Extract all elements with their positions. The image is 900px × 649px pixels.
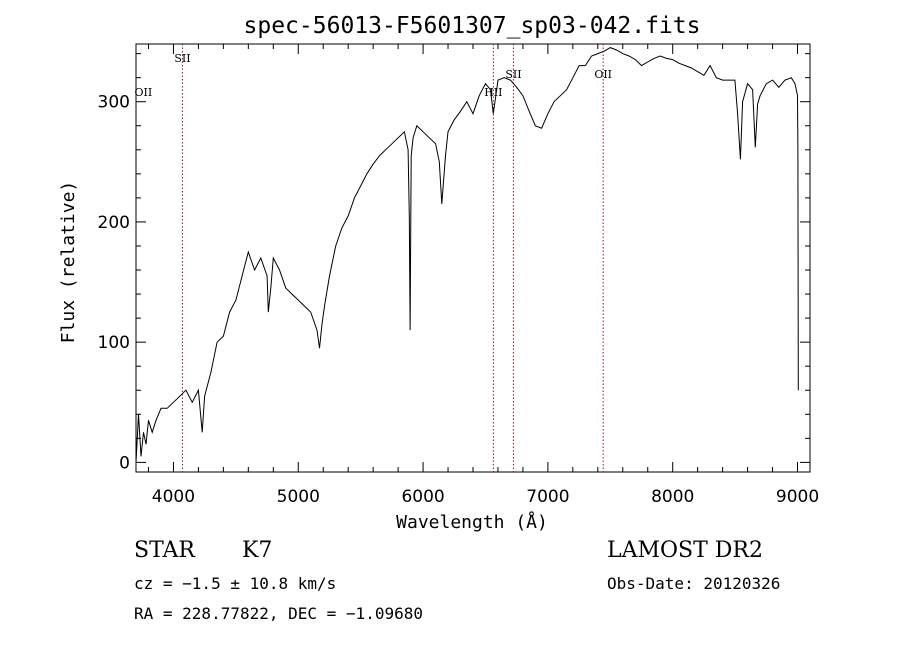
plot-frame <box>135 43 811 473</box>
emission-line-label: SII <box>505 68 521 81</box>
x-tick-label: 9000 <box>776 487 819 507</box>
emission-line-label: OII <box>594 68 612 81</box>
x-tick-label: 6000 <box>401 487 444 507</box>
y-axis-label: Flux (relative) <box>58 181 79 344</box>
x-tick-label: 7000 <box>526 487 569 507</box>
object-class: STAR <box>134 538 195 563</box>
x-tick-label: 5000 <box>277 487 320 507</box>
chart-title: spec-56013-F5601307_sp03-042.fits <box>244 13 701 39</box>
survey-name: LAMOST DR2 <box>607 538 763 563</box>
emission-line-label: OII <box>135 86 153 99</box>
obs-date: Obs-Date: 20120326 <box>607 574 781 593</box>
spectrum-line <box>135 47 799 463</box>
object-subclass: K7 <box>242 538 273 563</box>
ra-dec-coordinates: RA = 228.77822, DEC = −1.09680 <box>134 604 423 623</box>
y-tick-label: 100 <box>98 333 130 353</box>
emission-line-label: HII <box>484 86 502 99</box>
x-tick-label: 8000 <box>651 487 694 507</box>
y-tick-label: 300 <box>98 93 130 113</box>
emission-line-label: SII <box>174 52 190 65</box>
y-tick-label: 200 <box>98 213 130 233</box>
x-tick-label: 4000 <box>152 487 195 507</box>
redshift-cz: cz = −1.5 ± 10.8 km/s <box>134 574 337 593</box>
tick-layer: 4000 5000 6000 7000 8000 9000 0 100 200 300 <box>98 44 819 507</box>
x-axis-label: Wavelength (Å) <box>396 511 548 533</box>
y-tick-label: 0 <box>119 453 130 473</box>
